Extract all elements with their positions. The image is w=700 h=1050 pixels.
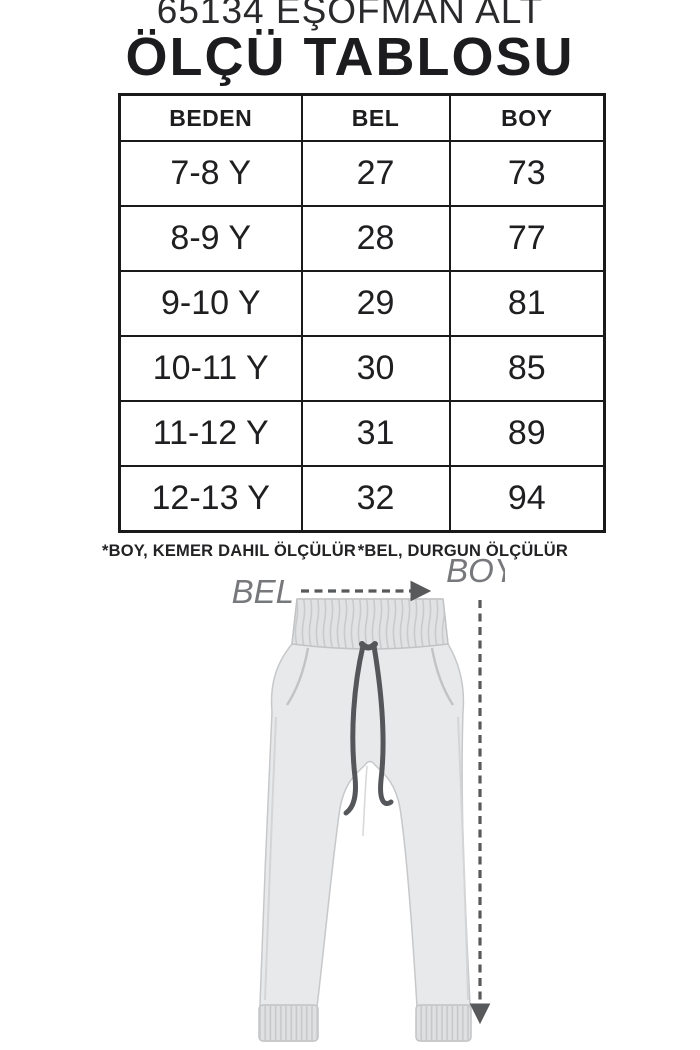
column-header-bel: BEL <box>300 93 451 142</box>
boy-cell: 85 <box>448 335 606 402</box>
bel-cell: 27 <box>300 140 451 207</box>
size-cell: 12-13 Y <box>118 465 303 533</box>
column-header-beden: BEDEN <box>118 93 303 142</box>
pants-illustration: BEL BOY <box>232 552 505 1042</box>
left-pocket-opening <box>285 647 310 706</box>
column-header-boy: BOY <box>448 93 606 142</box>
size-cell: 11-12 Y <box>118 400 303 467</box>
table-row: 11-12 Y 31 89 <box>118 400 606 467</box>
boy-cell: 73 <box>448 140 606 207</box>
bel-label: BEL <box>232 573 294 610</box>
table-row: 8-9 Y 28 77 <box>118 205 606 272</box>
bel-cell: 30 <box>300 335 451 402</box>
measurement-notes: *BOY, KEMER DAHIL ÖLÇÜLÜR *BEL, DURGUN Ö… <box>102 542 568 561</box>
table-row: 9-10 Y 29 81 <box>118 270 606 337</box>
boy-cell: 77 <box>448 205 606 272</box>
right-pocket-opening <box>430 647 455 706</box>
table-row: 10-11 Y 30 85 <box>118 335 606 402</box>
pants-cuffs <box>258 1004 472 1042</box>
bel-cell: 28 <box>300 205 451 272</box>
boy-cell: 94 <box>448 465 606 533</box>
table-row: 12-13 Y 32 94 <box>118 465 606 533</box>
size-cell: 10-11 Y <box>118 335 303 402</box>
bel-cell: 29 <box>300 270 451 337</box>
page-title: ÖLÇÜ TABLOSU <box>125 27 575 87</box>
boy-cell: 89 <box>448 400 606 467</box>
boy-cell: 81 <box>448 270 606 337</box>
table-header-row: BEDEN BEL BOY <box>118 93 606 142</box>
product-code-subtitle: 65134 EŞOFMAN ALT <box>156 0 544 31</box>
drawstring <box>343 641 394 816</box>
pants-figure: BEL BOY <box>195 552 505 1042</box>
note-bel: *BEL, DURGUN ÖLÇÜLÜR <box>357 542 568 560</box>
size-table: BEDEN BEL BOY 7-8 Y 27 73 8-9 Y 28 77 9-… <box>118 93 606 533</box>
pants-waistband <box>291 598 449 650</box>
bel-cell: 31 <box>300 400 451 467</box>
pants-body <box>259 598 471 1042</box>
size-cell: 7-8 Y <box>118 140 303 207</box>
boy-label: BOY <box>446 552 505 589</box>
size-cell: 9-10 Y <box>118 270 303 337</box>
note-boy: *BOY, KEMER DAHIL ÖLÇÜLÜR <box>102 542 357 560</box>
size-cell: 8-9 Y <box>118 205 303 272</box>
table-row: 7-8 Y 27 73 <box>118 140 606 207</box>
bel-cell: 32 <box>300 465 451 533</box>
